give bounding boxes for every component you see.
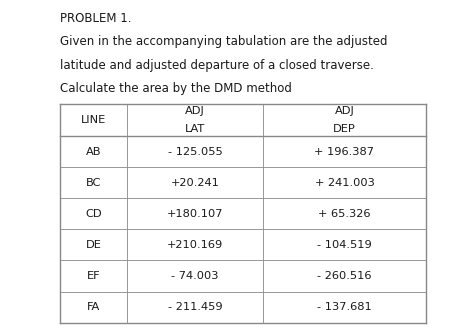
- Text: CD: CD: [85, 209, 102, 219]
- Text: +210.169: +210.169: [167, 240, 223, 250]
- Text: ADJ: ADJ: [335, 106, 355, 116]
- Text: - 104.519: - 104.519: [317, 240, 372, 250]
- Text: - 125.055: - 125.055: [168, 147, 222, 157]
- Text: EF: EF: [87, 271, 100, 281]
- Text: - 211.459: - 211.459: [168, 302, 222, 312]
- Text: + 65.326: + 65.326: [318, 209, 371, 219]
- Text: Given in the accompanying tabulation are the adjusted: Given in the accompanying tabulation are…: [60, 35, 387, 48]
- Text: LAT: LAT: [185, 124, 205, 134]
- Text: FA: FA: [87, 302, 100, 312]
- Text: latitude and adjusted departure of a closed traverse.: latitude and adjusted departure of a clo…: [60, 59, 373, 71]
- Text: BC: BC: [86, 178, 101, 188]
- Text: +180.107: +180.107: [167, 209, 223, 219]
- Text: - 260.516: - 260.516: [317, 271, 372, 281]
- Text: ADJ: ADJ: [185, 106, 205, 116]
- Text: AB: AB: [86, 147, 101, 157]
- Text: - 74.003: - 74.003: [171, 271, 219, 281]
- Text: PROBLEM 1.: PROBLEM 1.: [60, 12, 131, 24]
- Text: DE: DE: [86, 240, 101, 250]
- Text: +20.241: +20.241: [171, 178, 219, 188]
- Text: DEP: DEP: [333, 124, 356, 134]
- Text: - 137.681: - 137.681: [317, 302, 372, 312]
- Text: + 196.387: + 196.387: [315, 147, 375, 157]
- Text: Calculate the area by the DMD method: Calculate the area by the DMD method: [60, 82, 291, 95]
- Text: + 241.003: + 241.003: [315, 178, 375, 188]
- Text: LINE: LINE: [81, 115, 106, 125]
